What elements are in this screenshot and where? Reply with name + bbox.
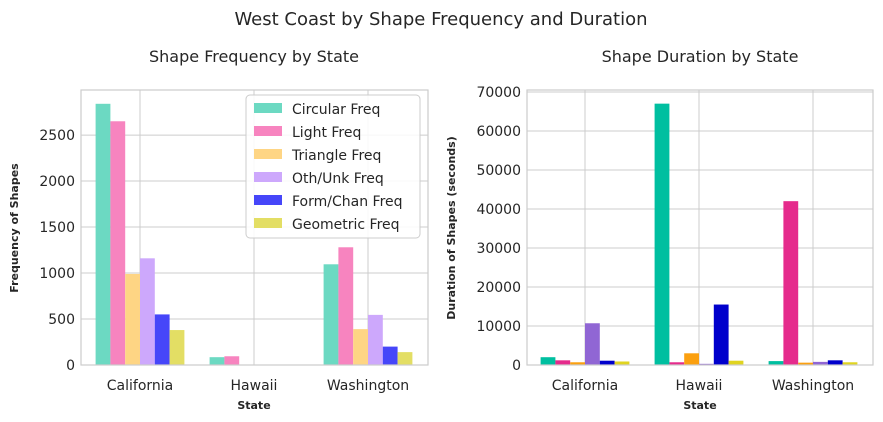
- legend-entry: Light Freq: [292, 125, 361, 141]
- bar: [614, 361, 630, 365]
- bar: [209, 357, 225, 365]
- y-tick-label: 40000: [476, 202, 521, 218]
- y-tick-label: 20000: [476, 280, 521, 296]
- chart-title: Shape Duration by State: [602, 47, 799, 66]
- legend-entry: Geometric Freq: [292, 217, 400, 233]
- legend-swatch: [254, 195, 282, 205]
- bar: [154, 314, 170, 365]
- legend-entry: Triangle Freq: [291, 148, 381, 164]
- bar: [713, 304, 729, 365]
- bar: [842, 362, 858, 365]
- legend-swatch: [254, 218, 282, 228]
- y-tick-label: 30000: [476, 241, 521, 257]
- bar: [684, 353, 699, 365]
- y-tick-label: 10000: [476, 319, 521, 335]
- x-tick-label: Hawaii: [676, 378, 723, 394]
- bar: [224, 356, 240, 365]
- bar: [323, 264, 339, 365]
- legend-swatch: [254, 126, 282, 136]
- x-axis-label: State: [683, 399, 716, 412]
- figure-suptitle: West Coast by Shape Frequency and Durati…: [234, 9, 647, 30]
- bar: [353, 329, 368, 365]
- legend-swatch: [254, 149, 282, 159]
- bar: [140, 258, 155, 365]
- bar: [382, 346, 398, 365]
- bar: [338, 247, 354, 365]
- bar: [169, 330, 185, 365]
- bar: [783, 201, 799, 365]
- bar: [397, 352, 413, 365]
- bar: [368, 314, 383, 365]
- x-tick-label: Hawaii: [231, 378, 278, 394]
- legend-entry: Form/Chan Freq: [292, 194, 403, 210]
- bar: [555, 360, 571, 365]
- y-tick-label: 500: [48, 312, 75, 328]
- bar: [827, 360, 843, 365]
- bar: [768, 361, 784, 365]
- plot-frame: [80, 89, 429, 366]
- chart-shape-frequency: Shape Frequency by State State Frequency…: [8, 47, 429, 412]
- bar: [654, 103, 670, 366]
- legend-entry: Circular Freq: [292, 102, 380, 118]
- bar: [110, 121, 126, 365]
- bar: [798, 362, 813, 365]
- legend: Circular Freq Light Freq Triangle Freq Oth/…: [245, 94, 421, 239]
- y-tick-label: 1000: [39, 266, 75, 282]
- x-axis-label: State: [237, 399, 270, 412]
- y-tick-label: 60000: [476, 124, 521, 140]
- legend-entry: Oth/Unk Freq: [292, 171, 384, 187]
- x-tick-label: California: [107, 378, 173, 394]
- y-tick-label: 0: [512, 358, 521, 374]
- y-axis-label: Frequency of Shapes: [8, 163, 21, 293]
- bar: [599, 360, 615, 365]
- x-tick-label: Washington: [327, 378, 409, 394]
- y-tick-label: 70000: [476, 85, 521, 101]
- bar: [540, 357, 556, 365]
- y-tick-label: 50000: [476, 163, 521, 179]
- legend-swatch: [254, 103, 282, 113]
- chart-shape-duration: Shape Duration by State State Duration o…: [445, 47, 874, 412]
- y-tick-label: 0: [66, 358, 75, 374]
- bar: [728, 360, 744, 365]
- x-tick-label: California: [552, 378, 618, 394]
- bar: [585, 323, 600, 365]
- y-axis-label: Duration of Shapes (seconds): [445, 136, 458, 320]
- y-tick-label: 2000: [39, 174, 75, 190]
- plot-frame: [526, 89, 874, 366]
- bar: [125, 273, 140, 365]
- bar: [669, 362, 685, 365]
- x-tick-label: Washington: [772, 378, 854, 394]
- bar: [813, 361, 828, 365]
- legend-swatch: [254, 172, 282, 182]
- bar: [95, 103, 111, 365]
- y-tick-label: 1500: [39, 220, 75, 236]
- legend-box: [245, 94, 421, 239]
- bar: [570, 362, 585, 365]
- chart-title: Shape Frequency by State: [149, 47, 359, 66]
- y-tick-label: 2500: [39, 128, 75, 144]
